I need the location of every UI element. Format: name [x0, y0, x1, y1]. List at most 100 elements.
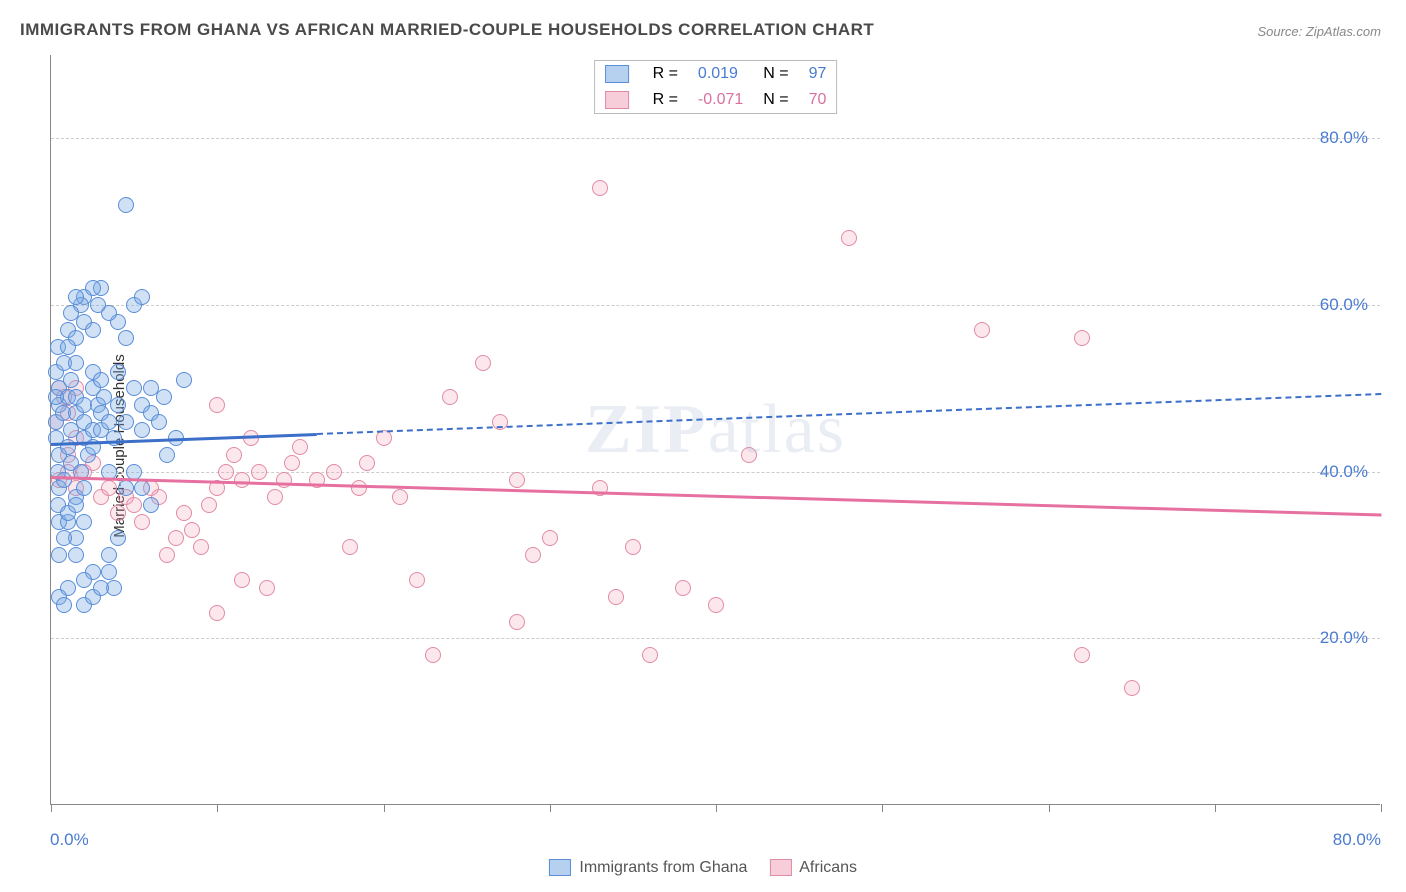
data-point [126, 497, 142, 513]
data-point [209, 605, 225, 621]
data-point [234, 472, 250, 488]
data-point [68, 547, 84, 563]
data-point [708, 597, 724, 613]
data-point [60, 439, 76, 455]
data-point [234, 572, 250, 588]
x-axis-origin-label: 0.0% [50, 830, 89, 850]
watermark-light: atlas [708, 391, 846, 468]
swatch-africans [605, 91, 629, 109]
data-point [1124, 680, 1140, 696]
data-point [218, 464, 234, 480]
data-point [110, 505, 126, 521]
data-point [625, 539, 641, 555]
data-point [156, 389, 172, 405]
x-tick [1381, 804, 1382, 812]
data-point [101, 480, 117, 496]
plot-area: ZIPatlas R = 0.019 N = 97 R = -0.071 N =… [50, 55, 1380, 805]
y-tick-label: 60.0% [1320, 295, 1368, 315]
data-point [251, 464, 267, 480]
data-point [101, 564, 117, 580]
data-point [93, 372, 109, 388]
data-point [159, 547, 175, 563]
data-point [85, 280, 101, 296]
x-tick [1215, 804, 1216, 812]
data-point [90, 297, 106, 313]
data-point [126, 380, 142, 396]
data-point [159, 447, 175, 463]
x-tick [384, 804, 385, 812]
data-point [56, 472, 72, 488]
data-point [542, 530, 558, 546]
data-point [51, 547, 67, 563]
legend-row-africans: R = -0.071 N = 70 [595, 87, 837, 113]
data-point [110, 364, 126, 380]
y-tick-label: 80.0% [1320, 128, 1368, 148]
data-point [226, 447, 242, 463]
data-point [151, 414, 167, 430]
data-point [509, 472, 525, 488]
data-point [168, 530, 184, 546]
x-tick [217, 804, 218, 812]
data-point [509, 614, 525, 630]
correlation-legend: R = 0.019 N = 97 R = -0.071 N = 70 [594, 60, 838, 114]
data-point [342, 539, 358, 555]
n-label: N = [753, 87, 798, 113]
data-point [193, 539, 209, 555]
x-tick [51, 804, 52, 812]
data-point [267, 489, 283, 505]
data-point [118, 480, 134, 496]
n-value-ghana: 97 [799, 61, 837, 87]
data-point [76, 514, 92, 530]
data-point [608, 589, 624, 605]
data-point [134, 480, 150, 496]
swatch-bottom-ghana [549, 859, 571, 876]
x-tick [550, 804, 551, 812]
x-tick [1049, 804, 1050, 812]
data-point [176, 372, 192, 388]
data-point [841, 230, 857, 246]
r-label: R = [643, 61, 688, 87]
regression-line [51, 476, 1381, 516]
data-point [642, 647, 658, 663]
data-point [110, 397, 126, 413]
data-point [110, 530, 126, 546]
data-point [118, 197, 134, 213]
data-point [68, 355, 84, 371]
watermark-bold: ZIP [585, 391, 708, 468]
data-point [326, 464, 342, 480]
data-point [592, 180, 608, 196]
r-value-africans: -0.071 [688, 87, 753, 113]
data-point [56, 597, 72, 613]
data-point [359, 455, 375, 471]
data-point [101, 547, 117, 563]
swatch-bottom-africans [770, 859, 792, 876]
data-point [442, 389, 458, 405]
data-point [176, 505, 192, 521]
data-point [76, 480, 92, 496]
data-point [1074, 647, 1090, 663]
data-point [118, 414, 134, 430]
x-axis-max-label: 80.0% [1333, 830, 1381, 850]
data-point [143, 497, 159, 513]
watermark: ZIPatlas [585, 390, 846, 470]
data-point [425, 647, 441, 663]
n-label: N = [753, 61, 798, 87]
data-point [392, 489, 408, 505]
regression-line [317, 393, 1381, 435]
data-point [76, 572, 92, 588]
data-point [68, 289, 84, 305]
legend-row-ghana: R = 0.019 N = 97 [595, 61, 837, 87]
n-value-africans: 70 [799, 87, 837, 113]
data-point [118, 330, 134, 346]
gridline-h [51, 305, 1380, 306]
data-point [134, 514, 150, 530]
data-point [974, 322, 990, 338]
swatch-ghana [605, 65, 629, 83]
source-attribution: Source: ZipAtlas.com [1257, 24, 1381, 39]
data-point [284, 455, 300, 471]
data-point [85, 322, 101, 338]
data-point [184, 522, 200, 538]
r-label: R = [643, 87, 688, 113]
series-label-africans: Africans [799, 859, 857, 876]
source-link[interactable]: ZipAtlas.com [1306, 24, 1381, 39]
